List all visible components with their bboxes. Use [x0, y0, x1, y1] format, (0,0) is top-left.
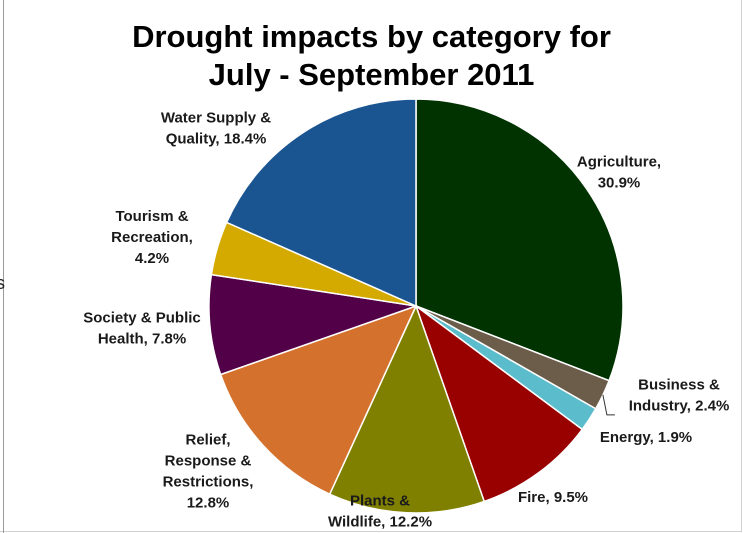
slice-label-business-and-industry: Business & Industry, 2.4% — [629, 377, 730, 415]
leader-lines — [602, 394, 615, 416]
chart-title-line-2: July - September 2011 — [208, 57, 535, 92]
slice-label-plants-and-wildlife: Plants & Wildlife, 12.2% — [328, 493, 432, 531]
pie-slices — [208, 98, 624, 514]
slice-label-line: 12.8% — [187, 495, 230, 512]
pie-slice-relief-response-and-restrictions — [219, 304, 418, 496]
pie-slice-fire — [414, 303, 584, 503]
slice-label-line: Energy, 1.9% — [600, 429, 692, 446]
slice-label-line: Recreation, — [111, 229, 193, 246]
slice-label-line: 30.9% — [598, 175, 641, 192]
slice-label-energy: Energy, 1.9% — [600, 429, 692, 446]
slice-label-fire: Fire, 9.5% — [518, 489, 588, 506]
pie-slice-plants-and-wildlife — [328, 303, 486, 514]
slice-label-line: Industry, 2.4% — [629, 398, 730, 415]
slice-label-line: Quality, 18.4% — [166, 131, 267, 148]
clipped-edge-text: s — [0, 273, 5, 293]
chart-title-line-1: Drought impacts by category for — [132, 19, 611, 54]
slice-label-agriculture: Agriculture, 30.9% — [577, 154, 661, 192]
pie-slice-agriculture — [415, 98, 624, 382]
pie-slice-water-supply-and-quality — [225, 98, 417, 308]
slice-label-line: Tourism & — [115, 208, 188, 225]
slice-label-line: Response & — [165, 453, 252, 470]
slice-label-relief-response-and-restrictions: Relief, Response & Restrictions, 12.8% — [163, 432, 254, 512]
leader-line-business-and-industry — [602, 394, 615, 416]
slice-label-line: 4.2% — [135, 250, 169, 267]
chart-title: Drought impacts by category for July - S… — [0, 18, 743, 94]
slice-label-line: Plants & — [350, 493, 410, 510]
slice-label-water-supply-and-quality: Water Supply & Quality, 18.4% — [161, 110, 271, 148]
slice-label-line: Society & Public — [83, 310, 201, 327]
slice-label-society-and-public-health: Society & Public Health, 7.8% — [83, 310, 201, 348]
slice-label-line: Wildlife, 12.2% — [328, 514, 432, 531]
slice-label-line: Relief, — [185, 432, 230, 449]
slice-label-line: Business & — [638, 377, 720, 394]
left-border-line — [3, 0, 4, 533]
slice-labels: Agriculture, 30.9% Business & Industry, 2.4… — [83, 110, 729, 531]
slice-label-line: Health, 7.8% — [98, 331, 186, 348]
slice-label-line: Restrictions, — [163, 474, 254, 491]
pie-slice-society-and-public-health — [208, 273, 417, 376]
slice-label-line: Fire, 9.5% — [518, 489, 588, 506]
slice-label-line: Agriculture, — [577, 154, 661, 171]
slice-label-line: Water Supply & — [161, 110, 271, 127]
slice-label-tourism-and-recreation: Tourism & Recreation, 4.2% — [111, 208, 193, 267]
